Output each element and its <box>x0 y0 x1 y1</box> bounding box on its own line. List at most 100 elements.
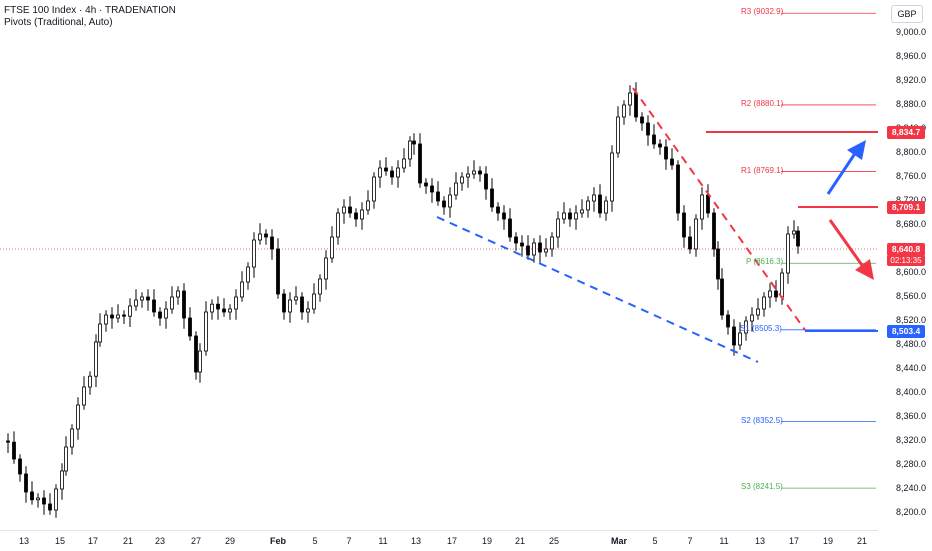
support-trendline[interactable] <box>436 216 759 363</box>
candle-body <box>408 140 412 160</box>
pivot-label: S1 (8505.3) <box>740 323 782 333</box>
price-tick-label: 8,960.0 <box>896 51 927 61</box>
time-tick-label: Mar <box>610 536 628 546</box>
candle-body <box>348 206 352 214</box>
time-tick-label: 21 <box>514 536 526 546</box>
price-tick-label: 8,680.0 <box>896 219 927 229</box>
candle-body <box>222 308 226 313</box>
price-tick-label: 8,760.0 <box>896 171 927 181</box>
candle-body <box>294 296 298 301</box>
candle-body <box>658 143 662 148</box>
bearish-arrow-icon[interactable] <box>828 219 874 280</box>
price-tick-label: 8,280.0 <box>896 459 927 469</box>
time-tick-label: 15 <box>54 536 66 546</box>
candle-body <box>514 236 518 244</box>
candle-body <box>712 212 716 250</box>
symbol-title[interactable]: FTSE 100 Index · 4h · TRADENATION <box>4 5 176 16</box>
candle-body <box>246 266 250 283</box>
candle-body <box>318 278 322 295</box>
candle-body <box>670 158 674 166</box>
time-tick-label: 7 <box>346 536 352 546</box>
price-tick-label: 8,400.0 <box>896 387 927 397</box>
price-chart[interactable] <box>0 0 878 530</box>
candle-body <box>82 386 86 406</box>
candle-body <box>762 296 766 310</box>
candle-body <box>6 440 10 443</box>
candle-body <box>780 272 784 298</box>
time-tick-label: 25 <box>548 536 560 546</box>
candle-body <box>306 308 310 313</box>
candle-body <box>652 134 656 145</box>
candle-body <box>568 212 572 220</box>
candle-body <box>270 236 274 250</box>
pivot-label: R3 (9032.9) <box>741 7 784 17</box>
candle-body <box>110 314 114 319</box>
candle-body <box>12 441 16 460</box>
candle-body <box>682 212 686 238</box>
resistance-price-tag: 8,709.1 <box>887 201 925 214</box>
candle-body <box>134 299 138 307</box>
pivot-label: S3 (8241.5) <box>741 482 783 492</box>
candle-body <box>562 212 566 220</box>
currency-button[interactable]: GBP <box>891 5 923 23</box>
candle-body <box>258 233 262 241</box>
candle-body <box>744 320 748 334</box>
candle-body <box>756 308 760 316</box>
candle-body <box>98 323 102 343</box>
time-tick-label: 19 <box>481 536 493 546</box>
resistance-high-price-tag: 8,834.7 <box>887 126 925 139</box>
pivot-label: R2 (8880.1) <box>741 98 784 108</box>
candle-body <box>24 473 28 493</box>
candle-body <box>538 242 542 253</box>
candle-body <box>54 488 58 511</box>
price-axis[interactable]: 9,000.08,960.08,920.08,880.08,840.08,800… <box>878 0 932 530</box>
candle-body <box>70 428 74 448</box>
candle-body <box>282 293 286 313</box>
candle-body <box>140 296 144 301</box>
indicator-label[interactable]: Pivots (Traditional, Auto) <box>4 17 113 28</box>
candle-body <box>640 116 644 124</box>
time-tick-label: 13 <box>410 536 422 546</box>
time-tick-label: 17 <box>788 536 800 546</box>
candle-body <box>460 176 464 184</box>
candle-body <box>484 173 488 190</box>
candle-body <box>402 158 406 169</box>
candle-body <box>688 236 692 250</box>
candle-body <box>550 236 554 250</box>
candle-body <box>210 303 214 313</box>
candle-body <box>716 248 720 280</box>
time-tick-label: 23 <box>154 536 166 546</box>
candle-body <box>164 308 168 319</box>
candle-body <box>60 470 64 490</box>
candle-body <box>128 305 132 317</box>
candle-body <box>796 230 800 247</box>
candle-body <box>508 218 512 238</box>
time-axis[interactable]: 13 15 17 21 23 27 29 Feb 5 7 11 13 17 19 21 25 Mar 5 7 11 13… <box>0 530 878 551</box>
price-tick-label: 8,560.0 <box>896 291 927 301</box>
candle-body <box>104 314 108 325</box>
bullish-arrow-icon[interactable] <box>826 140 866 195</box>
candle-body <box>706 194 710 214</box>
price-tick-label: 8,200.0 <box>896 507 927 517</box>
candle-body <box>448 194 452 208</box>
candle-body <box>664 146 668 160</box>
candle-body <box>122 314 126 317</box>
countdown-tag: 02:13:35 <box>887 255 925 266</box>
price-tick-label: 8,720.0 <box>896 195 927 205</box>
candle-body <box>496 206 500 214</box>
time-tick-label: 11 <box>378 536 388 546</box>
candle-body <box>48 503 52 511</box>
time-tick-label: 11 <box>719 536 729 546</box>
candle-body <box>366 200 370 211</box>
resistance-trendline[interactable] <box>632 87 806 331</box>
candle-body <box>526 245 530 256</box>
pivot-label: R1 (8769.1) <box>741 165 784 175</box>
time-tick-label: 19 <box>822 536 834 546</box>
candle-body <box>726 314 730 328</box>
price-tick-label: 8,480.0 <box>896 339 927 349</box>
time-tick-label: 27 <box>190 536 202 546</box>
pivot-label: P (8616.3) <box>746 257 784 267</box>
candle-body <box>390 170 394 178</box>
candle-body <box>372 176 376 202</box>
